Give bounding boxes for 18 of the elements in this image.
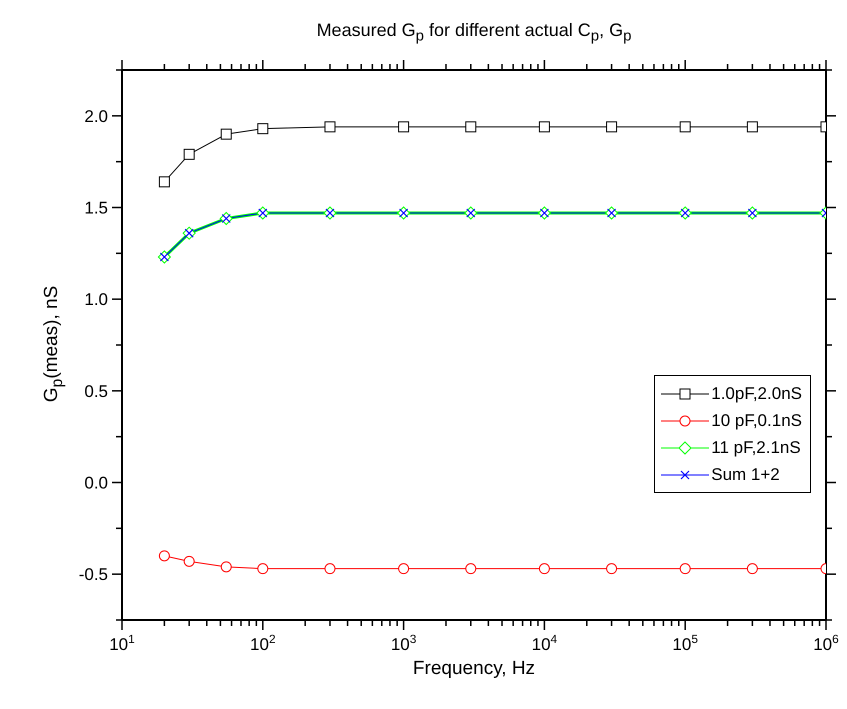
y-tick-label: 0.5 [84,382,108,401]
x-tick-label: 10$^{5}$ [672,632,698,654]
chart-title: Measured G$_{p}$ for different actual C$_{p}$, G$_{p}$ [316,20,632,45]
y-tick-label: 1.0 [84,290,108,310]
x-tick-label: 10$^{4}$ [532,632,558,654]
y-tick-label: 1.5 [84,198,108,218]
y-tick-label: 2.0 [84,106,108,126]
legend-label: 10 pF,0.1nS [711,410,802,430]
y-tick-label: -0.5 [78,565,108,584]
x-tick-label: 10$^{1}$ [109,632,136,654]
x-tick-label: 10$^{2}$ [250,632,276,654]
y-tick-label: 0.0 [84,474,108,492]
x-tick-label: 10$^{3}$ [390,632,417,654]
x-tick-label: 10$^{6}$ [813,632,840,654]
x-axis-title: Frequency, Hz [412,658,536,680]
legend-label: 1.0pF,2.0nS [711,384,802,404]
legend-label: 11 pF,2.1nS [711,438,801,458]
legend-label: Sum 1+2 [711,464,780,484]
